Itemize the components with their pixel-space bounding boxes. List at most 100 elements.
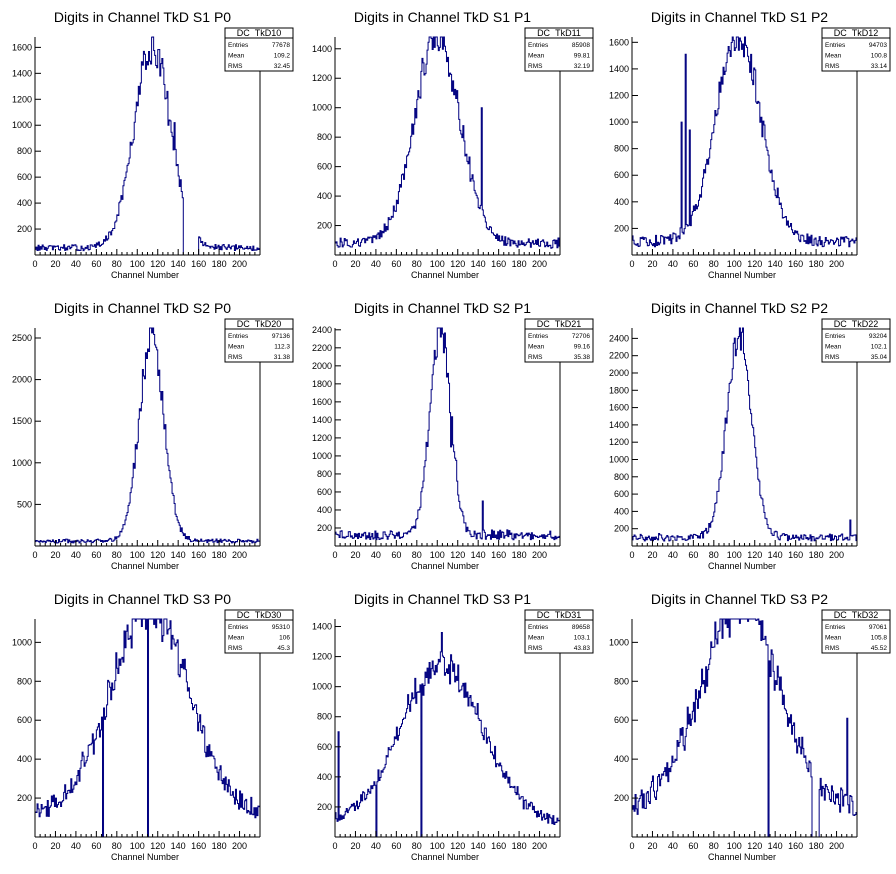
chart-title: Digits in Channel TkD S1 P0 [54, 9, 231, 25]
y-tick-label: 1400 [12, 68, 32, 78]
stats-label: Mean [528, 635, 545, 642]
stats-label: Entries [528, 42, 549, 49]
x-tick-label: 160 [491, 550, 506, 560]
x-tick-label: 160 [491, 841, 506, 851]
x-tick-label: 60 [688, 259, 698, 269]
x-tick-label: 180 [512, 550, 527, 560]
stats-label: Entries [528, 333, 549, 340]
stats-value: 93204 [869, 333, 887, 340]
x-tick-label: 0 [32, 550, 37, 560]
chart-title: Digits in Channel TkD S3 P2 [651, 591, 828, 607]
stats-label: Mean [825, 635, 842, 642]
histogram-panel-1: Digits in Channel TkD S1 P0 0 20 40 60 80 100 1… [12, 9, 294, 280]
x-tick-label: 200 [232, 841, 247, 851]
stats-label: Mean [825, 344, 842, 351]
histogram-series [34, 36, 261, 256]
x-axis-label: Channel Number [708, 270, 776, 280]
histogram-series [631, 327, 858, 546]
stats-box: DC_TkD22 Entries 93204 Mean 102.1 RMS 35.04 [821, 318, 891, 363]
y-tick-label: 1000 [609, 117, 629, 127]
stats-box-frame [821, 609, 891, 654]
stats-value: 112.3 [274, 344, 290, 351]
stats-value: 35.04 [871, 354, 888, 361]
y-tick-label: 1200 [609, 437, 629, 447]
y-tick-label: 200 [614, 524, 629, 534]
stats-value: 45.52 [871, 645, 888, 652]
histogram-series [631, 36, 858, 255]
y-tick-label: 400 [614, 197, 629, 207]
x-tick-label: 80 [112, 550, 122, 560]
x-tick-label: 60 [91, 841, 101, 851]
x-tick-label: 40 [71, 259, 81, 269]
y-tick-label: 2500 [12, 333, 32, 343]
x-tick-label: 80 [112, 841, 122, 851]
stats-label: Entries [228, 42, 249, 49]
x-tick-label: 200 [829, 550, 844, 560]
stats-label: Entries [825, 624, 846, 631]
x-tick-label: 100 [727, 550, 742, 560]
x-tick-label: 80 [709, 259, 719, 269]
x-tick-label: 140 [768, 259, 783, 269]
y-tick-label: 1200 [12, 94, 32, 104]
stats-label: RMS [228, 645, 243, 652]
x-tick-label: 200 [532, 259, 547, 269]
x-tick-label: 100 [430, 550, 445, 560]
x-tick-label: 100 [727, 259, 742, 269]
x-tick-label: 100 [430, 259, 445, 269]
x-tick-label: 0 [32, 841, 37, 851]
stats-value: 33.14 [871, 63, 888, 70]
histogram-series [334, 36, 561, 255]
x-axis-label: Channel Number [708, 561, 776, 571]
stats-box-frame [224, 27, 294, 72]
x-tick-label: 120 [747, 550, 762, 560]
x-tick-label: 20 [647, 550, 657, 560]
y-tick-label: 400 [17, 198, 32, 208]
stats-box-title: DC_TkD22 [834, 319, 879, 329]
x-tick-label: 20 [647, 259, 657, 269]
x-tick-label: 0 [332, 259, 337, 269]
x-tick-label: 40 [668, 259, 678, 269]
y-tick-label: 800 [317, 469, 332, 479]
y-tick-label: 1400 [609, 64, 629, 74]
histogram-panel-2: Digits in Channel TkD S1 P1 0 20 40 60 80 100 1… [312, 9, 594, 280]
y-tick-label: 600 [317, 487, 332, 497]
stats-value: 45.3 [277, 645, 290, 652]
y-tick-label: 200 [317, 523, 332, 533]
y-tick-label: 1200 [312, 73, 332, 83]
stats-value: 31.38 [274, 354, 291, 361]
x-tick-label: 100 [130, 841, 145, 851]
y-tick-label: 1200 [609, 90, 629, 100]
stats-box-frame [224, 318, 294, 363]
stats-label: Entries [825, 42, 846, 49]
chart-title: Digits in Channel TkD S1 P2 [651, 9, 828, 25]
stats-value: 99.16 [574, 344, 591, 351]
y-tick-label: 500 [17, 499, 32, 509]
stats-box: DC_TkD12 Entries 94703 Mean 100.8 RMS 33.14 [821, 27, 891, 72]
stats-label: RMS [228, 63, 243, 70]
x-axis-label: Channel Number [111, 852, 179, 862]
stats-label: RMS [528, 63, 543, 70]
x-tick-label: 140 [471, 259, 486, 269]
x-tick-label: 20 [350, 841, 360, 851]
chart-title: Digits in Channel TkD S3 P1 [354, 591, 531, 607]
stats-value: 35.38 [574, 354, 591, 361]
x-axis-label: Channel Number [708, 852, 776, 862]
stats-box-title: DC_TkD11 [537, 28, 581, 38]
x-tick-label: 60 [91, 550, 101, 560]
y-tick-label: 600 [317, 742, 332, 752]
stats-value: 103.1 [574, 635, 591, 642]
stats-label: Entries [228, 624, 249, 631]
x-tick-label: 40 [71, 550, 81, 560]
stats-box-title: DC_TkD10 [237, 28, 282, 38]
x-tick-label: 120 [450, 550, 465, 560]
x-tick-label: 100 [430, 841, 445, 851]
y-tick-label: 200 [317, 802, 332, 812]
stats-label: RMS [528, 645, 543, 652]
x-tick-label: 140 [471, 550, 486, 560]
stats-box-frame [821, 27, 891, 72]
stats-box-frame [224, 609, 294, 654]
stats-value: 97061 [869, 624, 887, 631]
x-tick-label: 20 [50, 259, 60, 269]
stats-box-frame [524, 318, 594, 363]
